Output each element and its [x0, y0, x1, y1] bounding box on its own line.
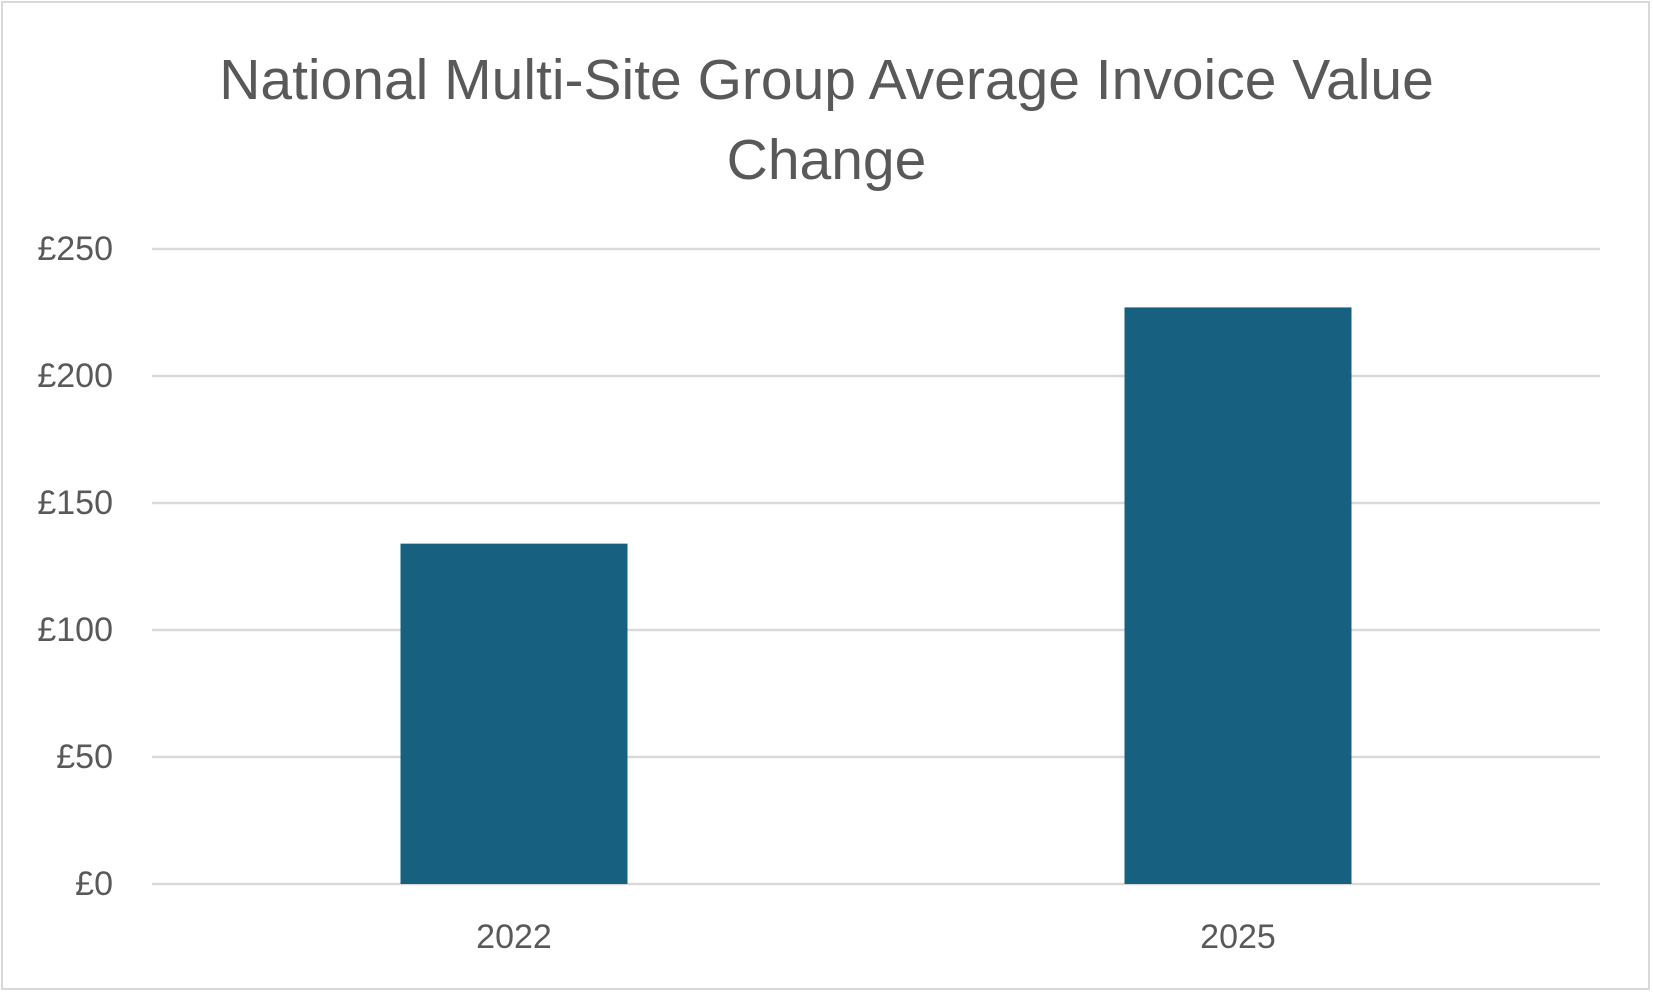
- y-tick-label: £150: [37, 484, 113, 522]
- x-tick-label: 2022: [476, 918, 552, 956]
- x-axis-tick-labels: 2022 2025: [476, 918, 1276, 956]
- bar-2025: [1124, 307, 1352, 884]
- y-axis-tick-labels: £0 £50 £100 £150 £200 £250: [37, 230, 113, 903]
- y-tick-label: £50: [56, 738, 113, 776]
- x-tick-label: 2025: [1200, 918, 1276, 956]
- gridlines: [152, 247, 1600, 886]
- y-tick-label: £250: [37, 230, 113, 268]
- chart-title-line-2: Change: [726, 128, 927, 192]
- bars: [400, 307, 1352, 884]
- chart-title: National Multi-Site Group Average Invoic…: [0, 40, 1653, 200]
- bar-2022: [400, 543, 628, 884]
- y-tick-label: £0: [75, 865, 113, 903]
- chart-title-line-1: National Multi-Site Group Average Invoic…: [219, 48, 1434, 112]
- y-tick-label: £100: [37, 611, 113, 649]
- y-tick-label: £200: [37, 357, 113, 395]
